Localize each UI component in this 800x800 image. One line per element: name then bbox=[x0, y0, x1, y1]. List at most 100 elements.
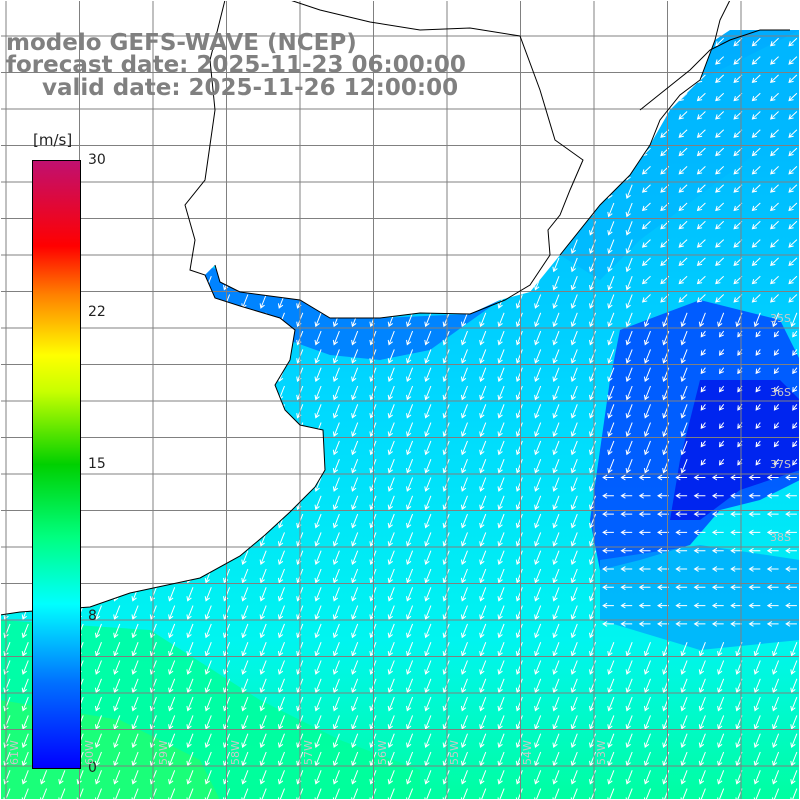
wind-arrow bbox=[607, 312, 615, 328]
wind-arrow bbox=[168, 385, 176, 401]
wind-arrow bbox=[534, 440, 542, 456]
wind-arrow bbox=[770, 294, 779, 303]
wind-arrow bbox=[479, 184, 487, 200]
wind-arrow bbox=[607, 202, 615, 218]
wind-arrow bbox=[3, 568, 11, 584]
wind-arrow bbox=[351, 239, 359, 254]
wind-arrow bbox=[113, 440, 121, 456]
wind-arrow bbox=[515, 56, 523, 71]
wind-arrow bbox=[314, 349, 322, 364]
wind-arrow bbox=[680, 660, 688, 675]
wind-arrow bbox=[21, 459, 29, 474]
wind-arrow bbox=[625, 367, 633, 383]
wind-arrow bbox=[643, 404, 651, 419]
wind-arrow bbox=[332, 696, 340, 712]
wind-arrow bbox=[406, 349, 414, 364]
wind-arrow bbox=[3, 239, 11, 254]
wind-arrow bbox=[643, 678, 651, 694]
wind-arrow bbox=[131, 459, 139, 474]
wind-arrow bbox=[186, 239, 194, 254]
wind-arrow bbox=[168, 312, 176, 328]
colorbar bbox=[32, 160, 81, 769]
wind-arrow bbox=[755, 367, 761, 375]
colorbar-tick-22: 22 bbox=[88, 304, 106, 320]
wind-arrow bbox=[460, 147, 468, 163]
wind-arrow bbox=[792, 404, 798, 411]
wind-arrow bbox=[168, 294, 176, 309]
wind-arrow bbox=[717, 678, 725, 694]
wind-arrow bbox=[589, 349, 597, 364]
wind-arrow bbox=[259, 129, 267, 145]
wind-arrow bbox=[168, 276, 176, 291]
wind-arrow bbox=[424, 715, 432, 730]
wind-arrow bbox=[497, 495, 505, 511]
wind-arrow bbox=[131, 568, 139, 584]
wind-arrow bbox=[168, 733, 176, 749]
wind-arrow bbox=[460, 385, 468, 401]
wind-arrow bbox=[168, 349, 176, 364]
wind-arrow bbox=[424, 385, 432, 401]
wind-arrow bbox=[424, 166, 432, 181]
wind-arrow bbox=[534, 30, 542, 35]
wind-arrow bbox=[534, 239, 542, 254]
wind-arrow bbox=[515, 642, 523, 657]
wind-arrow bbox=[186, 404, 194, 419]
wind-arrow bbox=[730, 492, 742, 499]
wind-arrow bbox=[277, 459, 285, 474]
wind-arrow bbox=[698, 642, 706, 657]
wind-arrow bbox=[149, 605, 157, 620]
wind-arrow bbox=[113, 678, 121, 694]
wind-arrow bbox=[766, 529, 779, 536]
wind-arrow bbox=[680, 349, 688, 364]
wind-arrow bbox=[497, 696, 505, 712]
wind-arrow bbox=[406, 111, 414, 126]
wind-arrow bbox=[638, 621, 651, 627]
wind-arrow bbox=[552, 477, 560, 492]
wind-arrow bbox=[678, 275, 688, 285]
wind-arrow bbox=[3, 404, 11, 419]
wind-arrow bbox=[332, 330, 340, 346]
wind-arrow bbox=[131, 440, 139, 456]
wind-arrow bbox=[149, 751, 157, 767]
wind-arrow bbox=[460, 129, 468, 145]
wind-arrow bbox=[259, 495, 267, 511]
wind-arrow bbox=[552, 257, 560, 273]
wind-arrow bbox=[696, 239, 706, 248]
wind-arrow bbox=[277, 166, 285, 181]
wind-arrow bbox=[678, 257, 688, 266]
wind-arrow bbox=[424, 330, 432, 346]
wind-arrow bbox=[241, 367, 249, 383]
wind-arrow bbox=[700, 367, 706, 375]
wind-arrow bbox=[755, 404, 761, 411]
wind-arrow bbox=[552, 166, 560, 181]
wind-arrow bbox=[460, 733, 468, 749]
wind-arrow bbox=[314, 623, 322, 639]
wind-arrow bbox=[643, 349, 651, 364]
wind-arrow bbox=[332, 715, 340, 730]
wind-arrow bbox=[204, 294, 212, 309]
wind-arrow bbox=[131, 660, 139, 675]
wind-arrow bbox=[351, 696, 359, 712]
wind-arrow bbox=[788, 275, 798, 285]
wind-arrow bbox=[277, 422, 285, 437]
wind-arrow bbox=[186, 422, 194, 437]
wind-arrow bbox=[570, 367, 578, 383]
wind-arrow bbox=[204, 385, 212, 401]
wind-arrow bbox=[406, 568, 414, 584]
wind-arrow bbox=[21, 770, 29, 785]
wind-arrow bbox=[552, 239, 560, 254]
wind-arrow bbox=[552, 440, 560, 456]
wind-arrow bbox=[552, 770, 560, 785]
wind-arrow bbox=[534, 459, 542, 474]
wind-arrow bbox=[589, 147, 597, 163]
wind-arrow bbox=[589, 30, 597, 35]
wind-arrow bbox=[460, 166, 468, 181]
wind-arrow bbox=[696, 257, 706, 266]
wind-arrow bbox=[641, 111, 651, 120]
wind-arrow bbox=[497, 312, 505, 328]
wind-arrow bbox=[58, 111, 66, 126]
wind-arrow bbox=[698, 678, 706, 694]
wind-arrow bbox=[259, 221, 267, 236]
wind-arrow bbox=[314, 440, 322, 456]
wind-arrow bbox=[790, 733, 798, 749]
